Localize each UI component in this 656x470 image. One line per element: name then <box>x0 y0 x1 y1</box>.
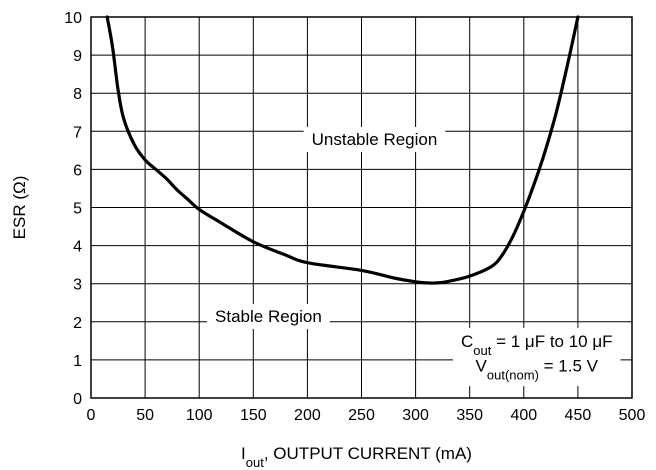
stable-region-label: Stable Region <box>215 307 322 326</box>
esr-boundary-curve <box>105 15 580 285</box>
x-tick-label-50: 50 <box>136 407 154 424</box>
y-tick-label-10: 10 <box>64 10 82 27</box>
plot-frame <box>90 16 633 399</box>
cout-value: = 1 μF to 10 μF <box>491 332 612 351</box>
conditions-box-bg <box>453 327 621 387</box>
vout-condition-label: Vout(nom) = 1.5 V <box>476 357 599 383</box>
y-axis-label: ESR (Ω) <box>10 176 29 240</box>
y-tick-label-9: 9 <box>73 48 82 65</box>
x-tick-label-400: 400 <box>510 407 537 424</box>
y-tick-label-1: 1 <box>73 353 82 370</box>
x-tick-label-200: 200 <box>294 407 321 424</box>
cout-symbol: C <box>461 332 473 351</box>
vout-symbol: V <box>476 357 488 376</box>
cout-subscript: out <box>473 342 491 357</box>
x-tick-label-250: 250 <box>348 407 375 424</box>
x-tick-label-150: 150 <box>240 407 267 424</box>
y-tick-label-7: 7 <box>73 124 82 141</box>
x-axis-label-text: , OUTPUT CURRENT (mA) <box>264 444 472 463</box>
x-axis-label: Iout, OUTPUT CURRENT (mA) <box>241 444 472 470</box>
x-tick-label-100: 100 <box>186 407 213 424</box>
y-tick-label-8: 8 <box>73 86 82 103</box>
y-tick-label-5: 5 <box>73 201 82 218</box>
x-tick-labels: 0 50 100 150 200 250 300 350 400 450 500 <box>87 407 646 424</box>
y-tick-labels: 0 1 2 3 4 5 6 7 8 9 10 <box>64 10 82 408</box>
x-tick-label-0: 0 <box>87 407 96 424</box>
x-axis-label-symbol: I <box>241 444 246 463</box>
x-tick-label-350: 350 <box>456 407 483 424</box>
x-tick-label-500: 500 <box>619 407 646 424</box>
y-tick-label-0: 0 <box>73 391 82 408</box>
vout-value: = 1.5 V <box>539 357 599 376</box>
y-tick-label-6: 6 <box>73 162 82 179</box>
cout-condition-label: Cout = 1 μF to 10 μF <box>461 332 613 358</box>
unstable-region-label-bg <box>303 126 446 152</box>
vout-subscript: out(nom) <box>487 367 539 382</box>
y-tick-label-3: 3 <box>73 277 82 294</box>
y-tick-label-4: 4 <box>73 239 82 256</box>
unstable-region-label: Unstable Region <box>312 130 438 149</box>
stable-region-label-bg <box>207 304 330 330</box>
x-tick-label-450: 450 <box>565 407 592 424</box>
y-tick-label-2: 2 <box>73 315 82 332</box>
x-tick-label-300: 300 <box>402 407 429 424</box>
x-axis-label-subscript: out <box>246 455 264 470</box>
